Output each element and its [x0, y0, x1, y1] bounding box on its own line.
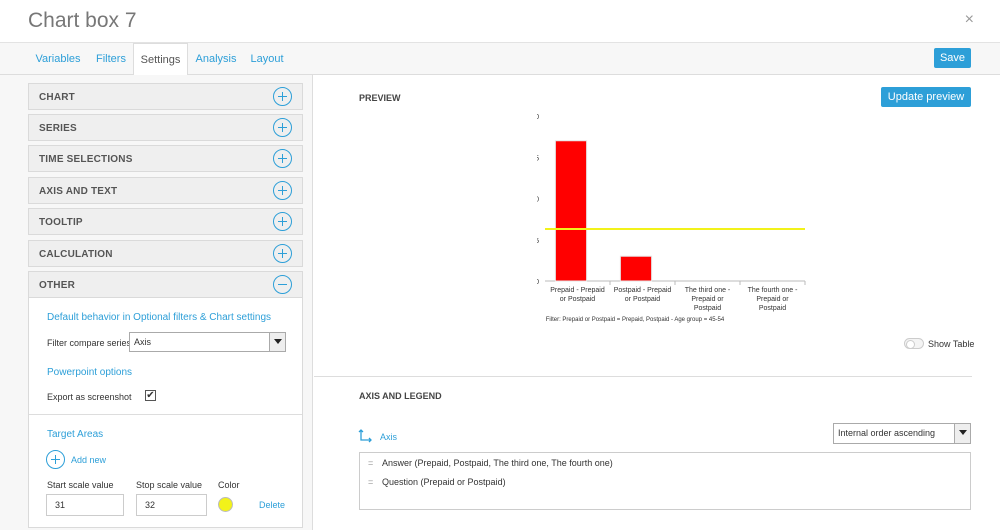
y-tick-label: 0: [537, 279, 539, 286]
expand-plus-icon[interactable]: [273, 87, 292, 106]
x-tick-label: or Postpaid: [625, 296, 661, 303]
tab-settings[interactable]: Settings: [133, 43, 188, 76]
save-button[interactable]: Save: [934, 48, 971, 68]
update-preview-button[interactable]: Update preview: [881, 87, 971, 107]
list-item[interactable]: = Answer (Prepaid, Postpaid, The third on…: [368, 458, 613, 468]
x-tick-label: Prepaid - Prepaid: [550, 287, 605, 294]
y-tick-label: 50: [537, 197, 539, 204]
expand-plus-icon[interactable]: [273, 149, 292, 168]
expand-plus-icon[interactable]: [273, 181, 292, 200]
list-item-label: Question (Prepaid or Postpaid): [382, 477, 506, 487]
section-label: TIME SELECTIONS: [39, 154, 133, 165]
section-chart[interactable]: CHART: [28, 83, 303, 110]
delete-link[interactable]: Delete: [259, 500, 286, 510]
bar: [619, 255, 653, 282]
section-label: OTHER: [39, 280, 75, 291]
show-table-label: Show Table: [928, 339, 975, 349]
expand-plus-icon[interactable]: [273, 212, 292, 231]
other-section-body: Default behavior in Optional filters & C…: [28, 298, 303, 528]
y-tick-label: 100: [537, 114, 539, 121]
tab-bar: Variables Filters Settings Analysis Layo…: [0, 42, 1000, 76]
stop-scale-input[interactable]: 32: [136, 494, 207, 516]
filter-compare-value: Axis: [134, 337, 152, 347]
section-calculation[interactable]: CALCULATION: [28, 240, 303, 267]
section-label: CHART: [39, 92, 75, 103]
add-new-link[interactable]: Add new: [71, 455, 107, 465]
axis-items-list: = Answer (Prepaid, Postpaid, The third on…: [359, 452, 971, 510]
x-tick-label: The third one -: [685, 287, 731, 294]
preview-chart: 0 25 50 75 100 Prepaid - Prepaid or Postpaid Po…: [537, 114, 806, 323]
target-areas-title: Target Areas: [47, 429, 104, 440]
powerpoint-options-title: Powerpoint options: [47, 367, 133, 378]
axis-icon: [358, 429, 372, 443]
section-axis-and-text[interactable]: AXIS AND TEXT: [28, 177, 303, 204]
stop-scale-label: Stop scale value: [136, 480, 203, 490]
drag-handle-icon[interactable]: =: [368, 477, 374, 487]
color-swatch[interactable]: [218, 497, 233, 512]
export-screenshot-checkbox[interactable]: ✔: [145, 390, 156, 401]
section-divider: [314, 376, 972, 377]
drag-handle-icon[interactable]: =: [368, 458, 374, 468]
default-behavior-title: Default behavior in Optional filters & C…: [47, 312, 271, 323]
section-series[interactable]: SERIES: [28, 114, 303, 141]
tab-filters[interactable]: Filters: [96, 53, 126, 65]
section-label: CALCULATION: [39, 249, 113, 260]
x-tick-label: Prepaid or: [691, 296, 724, 303]
sort-order-select[interactable]: Internal order ascending: [833, 423, 971, 444]
filter-compare-select[interactable]: Axis: [129, 332, 286, 352]
tab-analysis[interactable]: Analysis: [195, 53, 237, 65]
section-label: TOOLTIP: [39, 217, 83, 228]
filter-compare-label: Filter compare series: [47, 338, 132, 348]
axis-label: Axis: [380, 432, 398, 442]
start-scale-label: Start scale value: [47, 480, 114, 490]
show-table-toggle[interactable]: [904, 338, 924, 349]
collapse-minus-icon[interactable]: [273, 275, 292, 294]
tab-layout[interactable]: Layout: [250, 53, 284, 65]
chevron-down-icon: [269, 333, 285, 351]
list-item-label: Answer (Prepaid, Postpaid, The third one…: [382, 458, 613, 468]
start-scale-input[interactable]: 31: [46, 494, 124, 516]
expand-plus-icon[interactable]: [273, 118, 292, 137]
x-tick-label: Postpaid: [694, 305, 721, 312]
window-title: Chart box 7: [28, 9, 137, 32]
chart-filter-note: Filter: Prepaid or Postpaid = Prepaid, P…: [546, 317, 725, 323]
x-tick-label: Postpaid - Prepaid: [614, 287, 672, 294]
y-tick-label: 75: [537, 155, 539, 162]
preview-title: PREVIEW: [359, 93, 401, 103]
x-tick-label: The fourth one -: [748, 287, 798, 294]
section-other[interactable]: OTHER: [28, 271, 303, 298]
axis-legend-title: AXIS AND LEGEND: [359, 391, 442, 401]
add-circle-icon: [46, 450, 65, 469]
close-icon[interactable]: ×: [964, 11, 974, 28]
list-item[interactable]: = Question (Prepaid or Postpaid): [368, 477, 506, 487]
section-time-selections[interactable]: TIME SELECTIONS: [28, 145, 303, 172]
y-tick-label: 25: [537, 238, 539, 245]
divider: [29, 414, 302, 415]
export-screenshot-label: Export as screenshot: [47, 392, 132, 402]
chevron-down-icon: [954, 424, 970, 443]
expand-plus-icon[interactable]: [273, 244, 292, 263]
bar: [554, 140, 588, 282]
x-tick-label: Prepaid or: [756, 296, 789, 303]
tab-variables[interactable]: Variables: [35, 53, 81, 65]
section-label: AXIS AND TEXT: [39, 186, 118, 197]
x-tick-label: or Postpaid: [560, 296, 596, 303]
add-new-button[interactable]: [46, 450, 65, 469]
title-bar: Chart box 7 ×: [0, 0, 1000, 42]
x-tick-label: Postpaid: [759, 305, 786, 312]
sort-order-value: Internal order ascending: [838, 428, 936, 438]
section-label: SERIES: [39, 123, 77, 134]
section-tooltip[interactable]: TOOLTIP: [28, 208, 303, 235]
color-label: Color: [218, 480, 240, 490]
